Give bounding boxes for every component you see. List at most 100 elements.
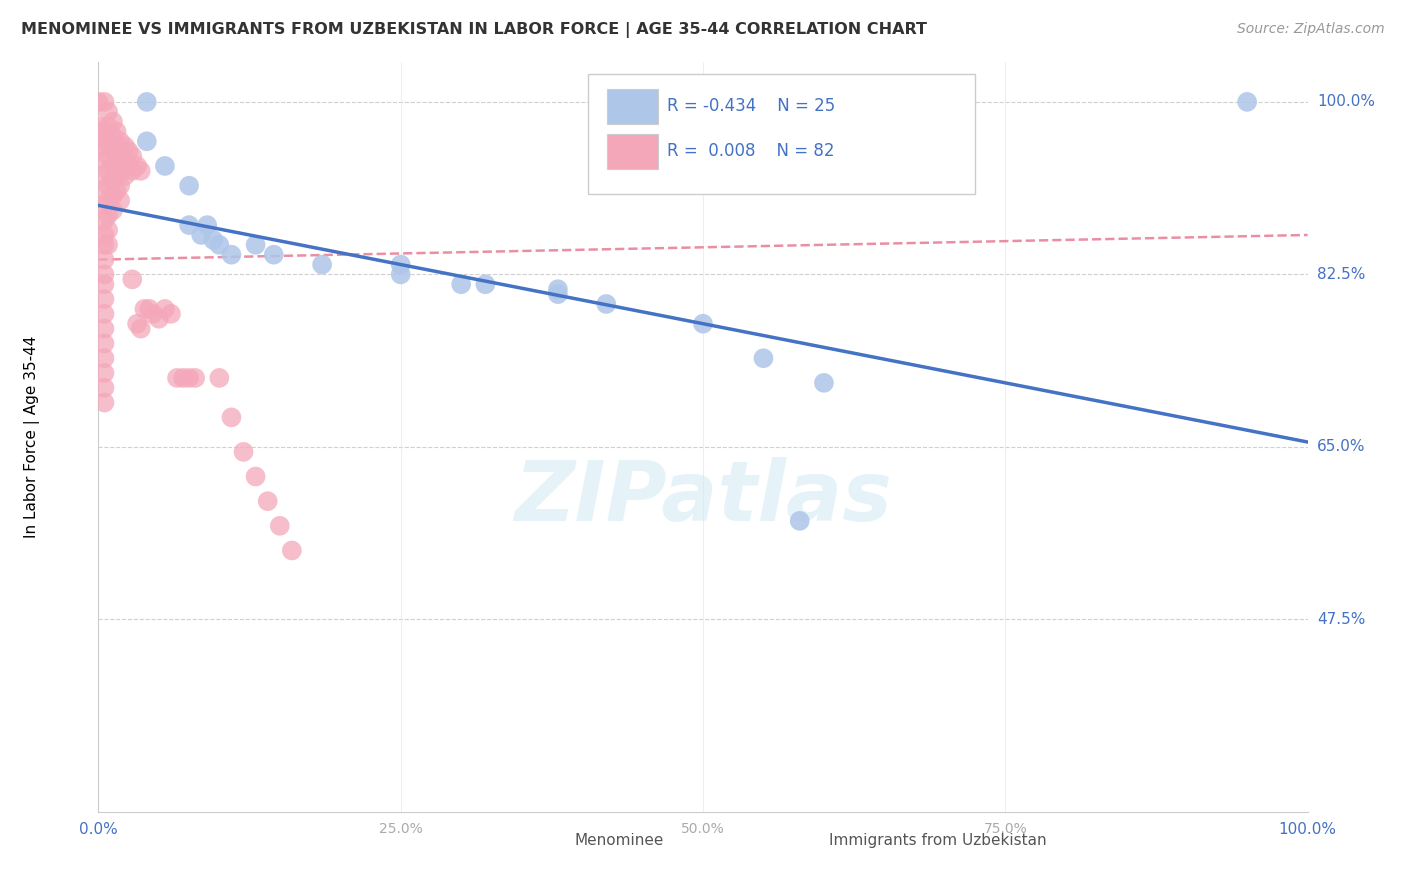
Point: [245, 237, 267, 252]
Point: [121, 272, 143, 286]
Point: [311, 258, 333, 272]
Point: [172, 371, 194, 385]
Point: [114, 154, 136, 169]
Text: R = -0.434    N = 25: R = -0.434 N = 25: [666, 97, 835, 115]
Point: [221, 410, 243, 425]
Point: [138, 301, 160, 316]
Point: [93, 237, 115, 252]
Point: [221, 248, 243, 262]
Point: [114, 169, 136, 183]
Text: 50.0%: 50.0%: [681, 822, 725, 836]
Point: [87, 95, 110, 109]
Point: [105, 169, 128, 183]
FancyBboxPatch shape: [779, 829, 823, 851]
Point: [547, 282, 569, 296]
Point: [789, 514, 811, 528]
Text: 75.0%: 75.0%: [983, 822, 1028, 836]
Point: [202, 233, 225, 247]
Point: [153, 301, 176, 316]
Point: [153, 159, 176, 173]
Point: [160, 307, 183, 321]
Point: [93, 95, 115, 109]
Point: [105, 139, 128, 153]
Point: [208, 371, 231, 385]
Point: [93, 366, 115, 380]
Point: [121, 164, 143, 178]
Point: [450, 277, 472, 292]
Text: R =  0.008    N = 82: R = 0.008 N = 82: [666, 142, 834, 160]
Text: 0.0%: 0.0%: [79, 822, 118, 837]
Point: [127, 317, 149, 331]
FancyBboxPatch shape: [588, 74, 976, 194]
Point: [101, 188, 124, 202]
Point: [93, 198, 115, 212]
Point: [93, 351, 115, 366]
Point: [179, 371, 201, 385]
Point: [97, 104, 120, 119]
Point: [97, 120, 120, 134]
Point: [93, 169, 115, 183]
Point: [752, 351, 775, 366]
Point: [692, 317, 714, 331]
Point: [93, 154, 115, 169]
Point: [93, 277, 115, 292]
Point: [108, 134, 131, 148]
Text: 25.0%: 25.0%: [378, 822, 423, 836]
Point: [97, 134, 120, 148]
Point: [184, 371, 207, 385]
Text: 65.0%: 65.0%: [1317, 440, 1365, 454]
Point: [101, 144, 124, 158]
Point: [195, 218, 218, 232]
Point: [256, 494, 278, 508]
Point: [148, 311, 170, 326]
Text: Source: ZipAtlas.com: Source: ZipAtlas.com: [1237, 22, 1385, 37]
Text: 100.0%: 100.0%: [1278, 822, 1337, 837]
Text: MENOMINEE VS IMMIGRANTS FROM UZBEKISTAN IN LABOR FORCE | AGE 35-44 CORRELATION C: MENOMINEE VS IMMIGRANTS FROM UZBEKISTAN …: [21, 22, 927, 38]
Point: [93, 395, 115, 409]
Point: [129, 321, 152, 335]
Point: [118, 159, 141, 173]
Point: [389, 258, 412, 272]
Point: [245, 469, 267, 483]
Point: [93, 268, 115, 282]
Point: [208, 237, 231, 252]
Point: [93, 336, 115, 351]
Point: [93, 139, 115, 153]
Point: [93, 321, 115, 335]
Point: [269, 518, 291, 533]
Point: [97, 164, 120, 178]
Point: [101, 159, 124, 173]
Point: [389, 268, 412, 282]
Point: [547, 287, 569, 301]
Point: [134, 301, 156, 316]
Point: [108, 194, 131, 208]
Point: [108, 149, 131, 163]
Point: [263, 248, 285, 262]
Point: [135, 95, 157, 109]
Point: [108, 164, 131, 178]
Point: [101, 129, 124, 144]
FancyBboxPatch shape: [607, 135, 658, 169]
Text: In Labor Force | Age 35-44: In Labor Force | Age 35-44: [24, 336, 39, 538]
Point: [93, 184, 115, 198]
Point: [179, 178, 201, 193]
Point: [93, 124, 115, 138]
Point: [87, 134, 110, 148]
Point: [97, 178, 120, 193]
Text: 47.5%: 47.5%: [1317, 612, 1365, 627]
Point: [232, 445, 254, 459]
Point: [166, 371, 188, 385]
Point: [135, 134, 157, 148]
Point: [474, 277, 496, 292]
Point: [281, 543, 304, 558]
Point: [101, 203, 124, 218]
Point: [93, 227, 115, 242]
Point: [87, 120, 110, 134]
Point: [97, 223, 120, 237]
Point: [179, 218, 201, 232]
Point: [127, 159, 149, 173]
Text: ZIPatlas: ZIPatlas: [515, 457, 891, 538]
Point: [93, 381, 115, 395]
Point: [129, 164, 152, 178]
Point: [101, 174, 124, 188]
